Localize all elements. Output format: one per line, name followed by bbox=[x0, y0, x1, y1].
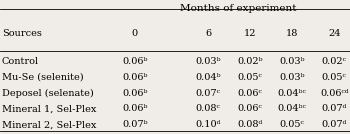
Text: Mineral 1, Sel-Plex: Mineral 1, Sel-Plex bbox=[2, 104, 96, 113]
Text: 0.04ᵇᶜ: 0.04ᵇᶜ bbox=[278, 89, 307, 98]
Text: 0.02ᵇ: 0.02ᵇ bbox=[238, 57, 263, 66]
Text: 0.04ᵇᶜ: 0.04ᵇᶜ bbox=[278, 104, 307, 113]
Text: 0.07ᶜ: 0.07ᶜ bbox=[196, 89, 221, 98]
Text: 0: 0 bbox=[132, 29, 138, 38]
Text: Mu-Se (selenite): Mu-Se (selenite) bbox=[2, 73, 83, 82]
Text: Months of experiment: Months of experiment bbox=[180, 4, 296, 13]
Text: 0.07ᵇ: 0.07ᵇ bbox=[122, 120, 147, 129]
Text: 0.06ᵇ: 0.06ᵇ bbox=[122, 89, 147, 98]
Text: Control: Control bbox=[2, 57, 39, 66]
Text: 0.06ᶜ: 0.06ᶜ bbox=[238, 104, 263, 113]
Text: Deposel (selenate): Deposel (selenate) bbox=[2, 89, 93, 98]
Text: 0.03ᵇ: 0.03ᵇ bbox=[196, 57, 221, 66]
Text: 0.02ᶜ: 0.02ᶜ bbox=[322, 57, 347, 66]
Text: 0.03ᵇ: 0.03ᵇ bbox=[280, 73, 305, 82]
Text: 0.10ᵈ: 0.10ᵈ bbox=[196, 120, 221, 129]
Text: 0.05ᶜ: 0.05ᶜ bbox=[238, 73, 263, 82]
Text: 0.04ᵇ: 0.04ᵇ bbox=[196, 73, 221, 82]
Text: 0.05ᶜ: 0.05ᶜ bbox=[322, 73, 347, 82]
Text: 18: 18 bbox=[286, 29, 299, 38]
Text: 0.06ᵇ: 0.06ᵇ bbox=[122, 104, 147, 113]
Text: 0.06ᶜ: 0.06ᶜ bbox=[238, 89, 263, 98]
Text: Mineral 2, Sel-Plex: Mineral 2, Sel-Plex bbox=[2, 120, 96, 129]
Text: 0.07ᵈ: 0.07ᵈ bbox=[322, 104, 347, 113]
Text: 0.06ᶜᵈ: 0.06ᶜᵈ bbox=[320, 89, 349, 98]
Text: 12: 12 bbox=[244, 29, 257, 38]
Text: 6: 6 bbox=[205, 29, 211, 38]
Text: 24: 24 bbox=[328, 29, 341, 38]
Text: 0.03ᵇ: 0.03ᵇ bbox=[280, 57, 305, 66]
Text: 0.06ᵇ: 0.06ᵇ bbox=[122, 57, 147, 66]
Text: 0.08ᶜ: 0.08ᶜ bbox=[196, 104, 221, 113]
Text: 0.05ᶜ: 0.05ᶜ bbox=[280, 120, 305, 129]
Text: 0.06ᵇ: 0.06ᵇ bbox=[122, 73, 147, 82]
Text: 0.08ᵈ: 0.08ᵈ bbox=[238, 120, 263, 129]
Text: Sources: Sources bbox=[2, 29, 42, 38]
Text: 0.07ᵈ: 0.07ᵈ bbox=[322, 120, 347, 129]
